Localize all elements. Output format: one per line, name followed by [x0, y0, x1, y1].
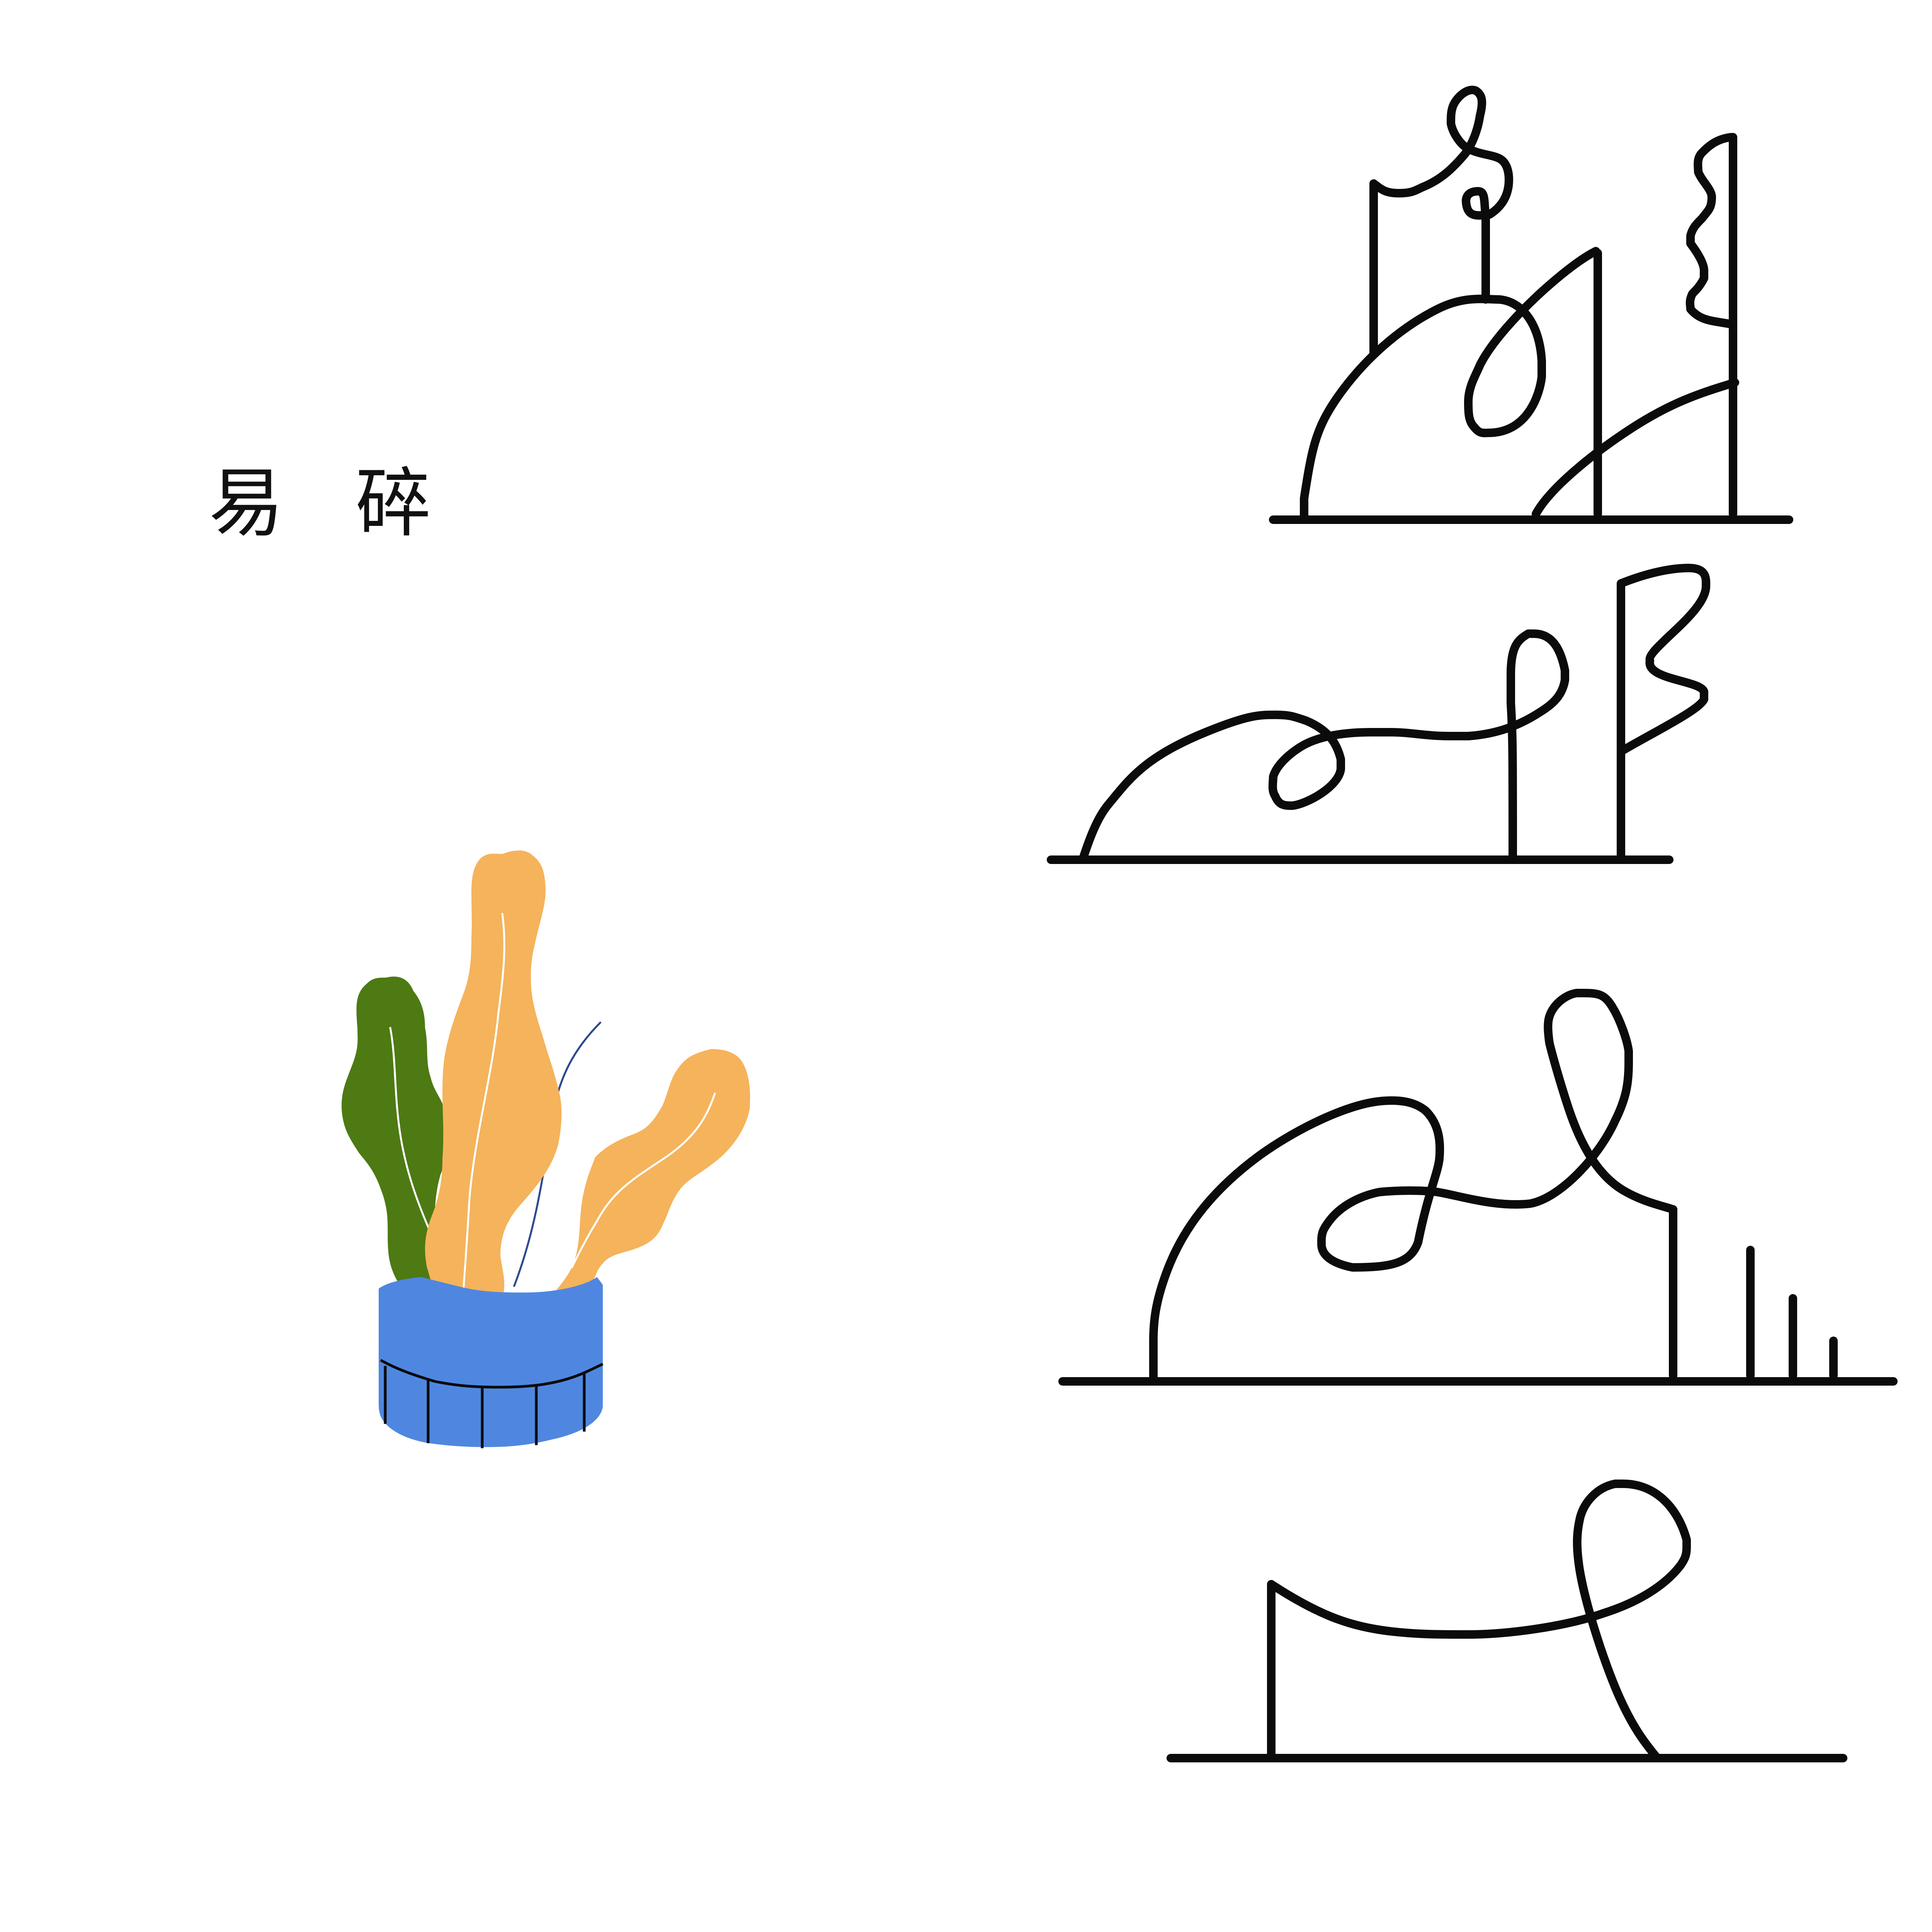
curve-3: [1149, 989, 1677, 1382]
post-2: [1617, 564, 1711, 860]
title-char-2: 碎: [355, 459, 431, 547]
green-leaf: [342, 976, 451, 1308]
curve-1b: [1532, 378, 1739, 518]
orange-leaf-tall: [425, 850, 562, 1316]
title-char-1: 易: [209, 459, 284, 547]
curve-4: [1267, 1480, 1691, 1760]
line-drawing-4: [1167, 1480, 1847, 1762]
line-drawing-1: [1269, 85, 1793, 524]
orange-leaf-right-vein: [571, 1092, 716, 1269]
orange-leaf-tall-vein: [463, 913, 505, 1288]
line-drawing-3: [1058, 989, 1898, 1386]
title: 易 碎: [209, 466, 431, 541]
pot-stripes: [384, 1366, 586, 1448]
pot-band: [380, 1359, 604, 1389]
curve-2: [1080, 629, 1569, 862]
orange-leaf-right: [549, 1049, 750, 1298]
curve-1: [1300, 247, 1600, 524]
potted-plant: [342, 850, 750, 1448]
squiggle-1: [1685, 133, 1735, 328]
plant-pot: [379, 1277, 603, 1447]
green-leaf-vein: [389, 1027, 430, 1230]
post-1a: [1369, 85, 1513, 358]
line-drawing-2: [1047, 564, 1711, 864]
